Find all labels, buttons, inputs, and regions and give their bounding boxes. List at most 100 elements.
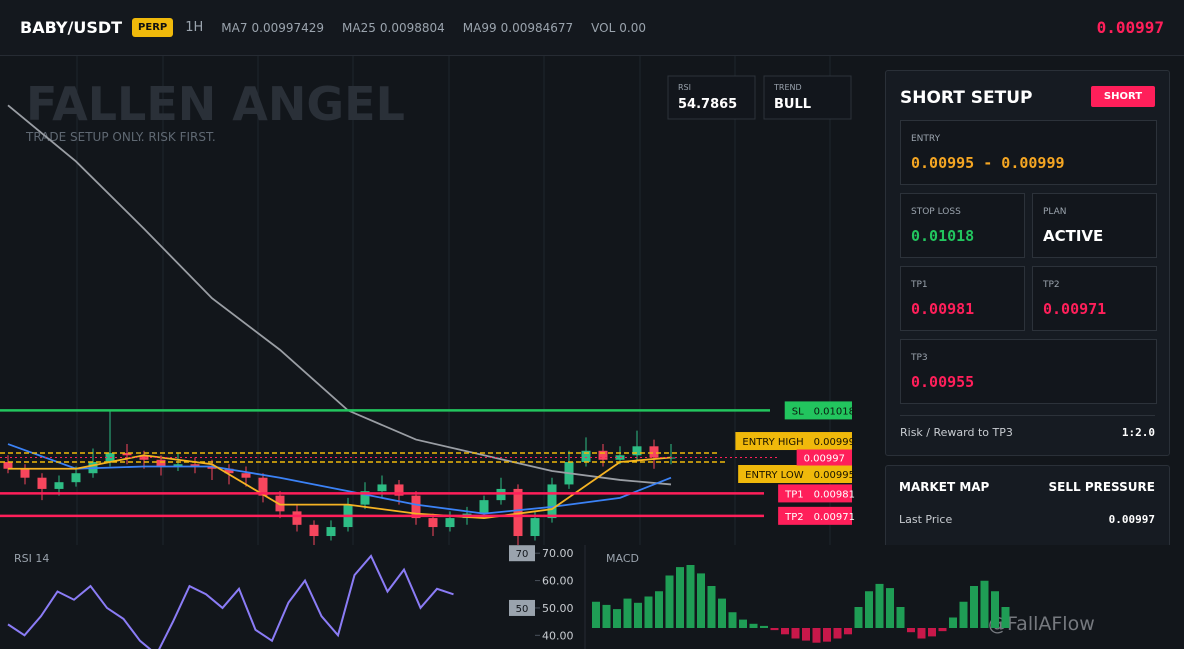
level-tag-text: ENTRY LOW 0.00995 <box>745 470 855 481</box>
stat-value: 0.00 <box>619 20 647 35</box>
ma-line <box>7 443 672 515</box>
level-label: ENTRY HIGH <box>742 437 803 448</box>
candle-body <box>377 484 387 492</box>
price-tag-bg <box>796 449 852 466</box>
macd-bar <box>896 607 905 628</box>
time-grid <box>76 56 831 545</box>
macd-bar <box>907 628 915 633</box>
rsi-title: RSI 14 <box>14 552 49 565</box>
macd-bar <box>602 604 611 628</box>
stat-value: 0.00997429 <box>251 20 325 35</box>
level-tag-text: TP1 0.00981 <box>784 489 855 500</box>
macd-bar <box>823 628 831 642</box>
stat-label: MA99 <box>462 20 497 35</box>
macd-bar <box>655 591 663 628</box>
macd-bar <box>676 567 684 628</box>
macd-bar <box>770 628 779 631</box>
indicator-value: BULL <box>774 97 811 112</box>
side-badge[interactable]: SHORT <box>1091 86 1155 107</box>
row-value: 0.00997 <box>1108 513 1155 526</box>
macd-bar <box>791 628 800 639</box>
candle-body <box>513 488 523 537</box>
macd-bar <box>949 617 957 628</box>
macd-bar <box>802 628 810 641</box>
macd-bar <box>592 601 600 628</box>
macd-bar <box>812 628 821 643</box>
candle-body <box>241 473 251 478</box>
macd-bar <box>634 602 642 628</box>
macd-bar <box>991 591 999 628</box>
candle-body <box>173 464 183 467</box>
ma-line <box>7 104 672 486</box>
level-label: ENTRY LOW <box>745 470 804 481</box>
macd-bar <box>928 628 936 637</box>
level-value: 0.01018 <box>814 406 855 417</box>
candle-body <box>479 500 489 514</box>
stat-label: MA7 <box>221 20 248 35</box>
candle-body <box>360 491 370 505</box>
rsi-tick-label: 60.00 <box>542 575 574 588</box>
level-tag: ENTRY HIGH 0.00999 <box>735 432 855 451</box>
credit-watermark: @FallAFlow <box>988 613 1095 635</box>
candle-body <box>3 462 13 469</box>
interval[interactable]: 1H <box>185 20 204 35</box>
macd-bar <box>865 591 873 628</box>
candle-body <box>445 518 455 528</box>
macd-bar <box>644 596 653 628</box>
candle-body <box>632 446 642 456</box>
macd-bar <box>613 609 621 628</box>
rsi-level-label: 50 <box>516 604 529 615</box>
candle-body <box>428 518 438 528</box>
macd-bar <box>886 588 894 628</box>
stat-value: 0.0098804 <box>379 20 445 35</box>
indicator-box <box>667 75 756 120</box>
macd-bar <box>697 573 705 628</box>
rsi-level-bg <box>509 545 535 562</box>
candle-body <box>71 473 81 483</box>
rr-label: Risk / Reward to TP3 <box>900 426 1013 439</box>
setup-panel: SHORT SETUP SHORT ENTRY 0.00995 - 0.00999… <box>885 70 1170 456</box>
macd-panel <box>585 545 1184 649</box>
card-value: 0.00955 <box>911 373 975 391</box>
setup-card: ENTRY 0.00995 - 0.00999 <box>900 120 1157 185</box>
candle-body <box>547 484 557 519</box>
macd-bar <box>707 586 716 628</box>
card-label: TP2 <box>1043 280 1060 290</box>
level-tag-bg <box>735 432 852 451</box>
card-label: PLAN <box>1043 207 1067 217</box>
watermark-title: FALLEN ANGEL <box>26 77 405 131</box>
macd-bar <box>728 612 737 628</box>
card-label: ENTRY <box>911 134 941 144</box>
rsi-line <box>7 554 454 649</box>
candle-body <box>411 495 421 519</box>
level-label: TP1 <box>784 489 804 500</box>
candle-body <box>326 527 336 537</box>
level-tag: SL 0.01018 <box>784 401 855 420</box>
macd-bar <box>917 628 926 639</box>
market-map-status: SELL PRESSURE <box>1048 480 1155 494</box>
macd-bar <box>970 586 978 628</box>
rsi-level-label: 70 <box>516 549 529 560</box>
indicator-value: 54.7865 <box>678 97 737 112</box>
last-price: 0.00997 <box>1096 18 1164 37</box>
price-tag: 0.00997 <box>796 449 852 466</box>
candle-body <box>224 468 234 474</box>
macd-bar <box>938 628 947 632</box>
rsi-level-bg <box>509 599 535 616</box>
macd-bar <box>718 598 726 628</box>
card-value: 0.00995 - 0.00999 <box>911 154 1065 172</box>
macd-bar <box>781 628 789 635</box>
macd-bar <box>844 628 852 635</box>
stat-value: 0.00984677 <box>500 20 574 35</box>
macd-bar <box>623 598 632 628</box>
macd-bar <box>980 580 989 628</box>
indicator-box <box>763 75 852 120</box>
symbol[interactable]: BABY/USDT <box>20 18 123 37</box>
card-label: STOP LOSS <box>911 207 961 217</box>
market-map-title: MARKET MAP <box>899 480 990 494</box>
level-tag: TP2 0.00971 <box>778 506 855 525</box>
stat-label: MA25 <box>342 20 376 35</box>
candle-body <box>190 464 200 467</box>
candle-body <box>394 484 404 496</box>
card-value: 0.00971 <box>1043 300 1107 318</box>
